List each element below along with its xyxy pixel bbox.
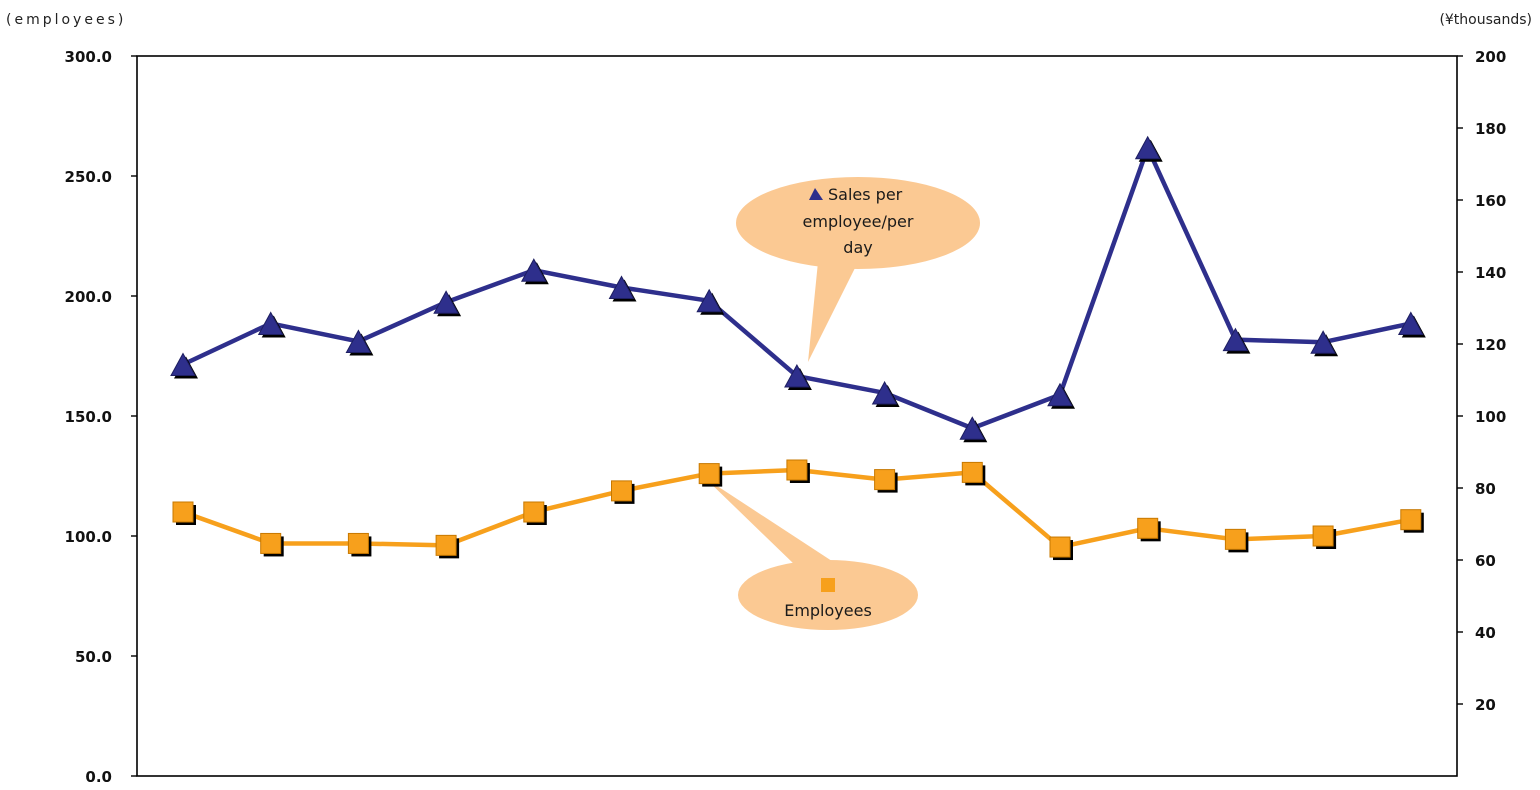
callout-sales-label-1: Sales per <box>828 185 903 204</box>
right-tick-label: 180 <box>1475 120 1506 138</box>
square-marker <box>523 501 547 525</box>
triangle-marker <box>433 290 462 317</box>
triangle-marker <box>871 380 900 407</box>
callout-sales-marker-icon <box>809 188 823 200</box>
callout-employees-bubble <box>738 560 918 630</box>
square-marker <box>260 532 284 557</box>
left-axis-ticks: 0.0 50.0 100.0 150.0 200.0 250.0 300.0 <box>65 48 137 786</box>
square-marker <box>347 532 372 557</box>
square-marker <box>435 534 460 559</box>
left-tick-label: 150.0 <box>65 408 112 426</box>
callout-employees-marker-icon <box>821 578 835 592</box>
triangle-marker <box>520 258 549 285</box>
callout-sales-label-3: day <box>843 238 872 257</box>
right-tick-label: 200 <box>1475 48 1506 66</box>
callout-sales-tail <box>808 262 858 362</box>
right-tick-label: 80 <box>1475 480 1496 498</box>
left-tick-label: 300.0 <box>65 48 112 66</box>
triangle-marker <box>1397 311 1426 338</box>
right-tick-label: 60 <box>1475 552 1496 570</box>
square-marker <box>1312 525 1337 549</box>
right-tick-label: 120 <box>1475 336 1506 354</box>
triangle-marker <box>1047 382 1075 409</box>
series-callouts: Sales per employee/per day Employees <box>705 177 980 630</box>
left-tick-label: 50.0 <box>75 648 112 666</box>
triangle-marker <box>1134 135 1163 162</box>
square-marker <box>1400 509 1424 533</box>
square-marker <box>961 461 986 486</box>
triangle-marker <box>1222 327 1251 354</box>
triangle-marker <box>257 311 286 338</box>
right-tick-label: 160 <box>1475 192 1506 210</box>
square-marker <box>786 459 810 483</box>
right-tick-label: 40 <box>1475 624 1496 642</box>
plot-area <box>136 55 1458 777</box>
right-axis-ticks: 20 40 60 80 100 120 140 160 180 200 <box>1457 48 1506 714</box>
callout-sales-label-2: employee/per <box>803 212 914 231</box>
callout-employees: Employees <box>705 478 918 630</box>
square-marker <box>874 469 898 493</box>
square-marker <box>1137 517 1161 542</box>
left-tick-label: 0.0 <box>85 768 112 786</box>
triangle-marker <box>1310 330 1339 357</box>
triangle-marker <box>608 275 637 302</box>
callout-employees-label: Employees <box>784 601 872 620</box>
left-tick-label: 250.0 <box>65 168 112 186</box>
callout-sales-bubble <box>736 177 980 269</box>
right-tick-label: 140 <box>1475 264 1506 282</box>
right-tick-label: 100 <box>1475 408 1506 426</box>
square-marker <box>698 463 723 487</box>
square-marker <box>172 501 196 525</box>
series-sales <box>170 135 1426 443</box>
callout-employees-tail <box>705 478 838 565</box>
square-marker <box>1224 528 1249 553</box>
right-axis-unit: (¥thousands) <box>1439 12 1532 28</box>
left-tick-label: 200.0 <box>65 288 112 306</box>
triangle-marker <box>696 288 725 315</box>
square-marker <box>611 480 635 504</box>
triangle-marker <box>784 363 812 391</box>
callout-sales: Sales per employee/per day <box>736 177 980 362</box>
right-tick-label: 20 <box>1475 696 1496 714</box>
series-employees <box>172 459 1424 561</box>
left-tick-label: 100.0 <box>65 528 112 546</box>
triangle-marker <box>959 416 988 443</box>
triangle-marker <box>170 352 198 379</box>
square-marker <box>1049 536 1073 561</box>
series-layer <box>170 135 1426 561</box>
left-axis-unit: (employees) <box>6 12 126 28</box>
triangle-marker <box>345 329 374 356</box>
